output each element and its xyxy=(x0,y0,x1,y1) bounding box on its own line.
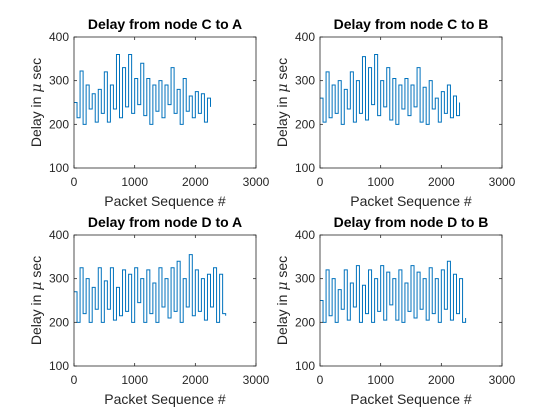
y-tick-label: 200 xyxy=(295,315,315,329)
x-tick-label: 0 xyxy=(317,373,324,387)
x-tick-label: 0 xyxy=(71,373,78,387)
y-axis-label-prefix: Delay in xyxy=(274,93,290,147)
x-tick-label: 2000 xyxy=(428,175,455,189)
x-tick-label: 3000 xyxy=(489,175,516,189)
x-axis-label: Packet Sequence # xyxy=(350,193,472,209)
chart-title: Delay from node C to B xyxy=(334,16,489,32)
subplot-2: 0 1000 2000 3000 100 200 300 400 Delay from node… xyxy=(274,16,516,209)
y-tick-label: 400 xyxy=(295,30,315,44)
x-tick-label: 2000 xyxy=(182,175,209,189)
x-tick-label: 1000 xyxy=(121,175,148,189)
x-tick-label: 3000 xyxy=(243,373,270,387)
x-tick-label: 1000 xyxy=(121,373,148,387)
x-axis-label: Packet Sequence # xyxy=(104,391,226,407)
y-axis-label-prefix: Delay in xyxy=(28,291,44,345)
subplot-1: 0 1000 2000 3000 100 200 300 400 Delay from node… xyxy=(28,16,270,209)
axes-box xyxy=(73,234,257,367)
axes-box xyxy=(73,36,257,169)
y-tick-label: 300 xyxy=(295,272,315,286)
y-axis-label-suffix: sec xyxy=(28,256,44,282)
y-axis-label: Delay in μ sec xyxy=(28,256,45,345)
x-tick-label: 3000 xyxy=(243,175,270,189)
y-tick-label: 300 xyxy=(49,74,69,88)
y-axis-label: Delay in μ sec xyxy=(274,256,291,345)
y-axis-label-symbol: μ xyxy=(275,84,291,93)
y-tick-label: 200 xyxy=(49,315,69,329)
y-axis-label-suffix: sec xyxy=(274,256,290,282)
series-line-1 xyxy=(320,260,467,323)
y-tick-label: 300 xyxy=(295,74,315,88)
y-tick-label: 400 xyxy=(295,228,315,242)
y-tick-label: 400 xyxy=(49,30,69,44)
series-line-1 xyxy=(74,53,211,125)
y-axis-label-suffix: sec xyxy=(274,58,290,84)
x-axis-label: Packet Sequence # xyxy=(350,391,472,407)
y-axis-label-symbol: μ xyxy=(29,282,45,291)
y-tick-label: 400 xyxy=(49,228,69,242)
chart-title: Delay from node D to B xyxy=(334,214,489,230)
y-tick-label: 300 xyxy=(49,272,69,286)
y-axis-label-symbol: μ xyxy=(29,84,45,93)
y-tick-label: 100 xyxy=(49,161,69,175)
y-tick-label: 100 xyxy=(295,161,315,175)
x-tick-label: 1000 xyxy=(367,373,394,387)
x-tick-label: 3000 xyxy=(489,373,516,387)
x-tick-label: 0 xyxy=(317,175,324,189)
axes-box xyxy=(319,36,503,169)
series-line-1 xyxy=(320,53,461,125)
y-axis-label: Delay in μ sec xyxy=(28,58,45,147)
x-tick-label: 1000 xyxy=(367,175,394,189)
subplot-4: 0 1000 2000 3000 100 200 300 400 Delay from node… xyxy=(274,214,516,407)
x-tick-label: 2000 xyxy=(182,373,209,387)
y-axis-label-prefix: Delay in xyxy=(28,93,44,147)
series-line-1 xyxy=(74,254,227,323)
y-axis-label-prefix: Delay in xyxy=(274,291,290,345)
y-tick-label: 100 xyxy=(49,359,69,373)
y-axis-label: Delay in μ sec xyxy=(274,58,291,147)
x-tick-label: 2000 xyxy=(428,373,455,387)
y-axis-label-symbol: μ xyxy=(275,282,291,291)
y-tick-label: 200 xyxy=(49,117,69,131)
x-tick-label: 0 xyxy=(71,175,78,189)
chart-title: Delay from node D to A xyxy=(88,214,242,230)
y-axis-label-suffix: sec xyxy=(28,58,44,84)
subplot-3: 0 1000 2000 3000 100 200 300 400 Delay from node… xyxy=(28,214,270,407)
y-tick-label: 200 xyxy=(295,117,315,131)
x-axis-label: Packet Sequence # xyxy=(104,193,226,209)
chart-title: Delay from node C to A xyxy=(88,16,242,32)
axes-box xyxy=(319,234,503,367)
y-tick-label: 100 xyxy=(295,359,315,373)
